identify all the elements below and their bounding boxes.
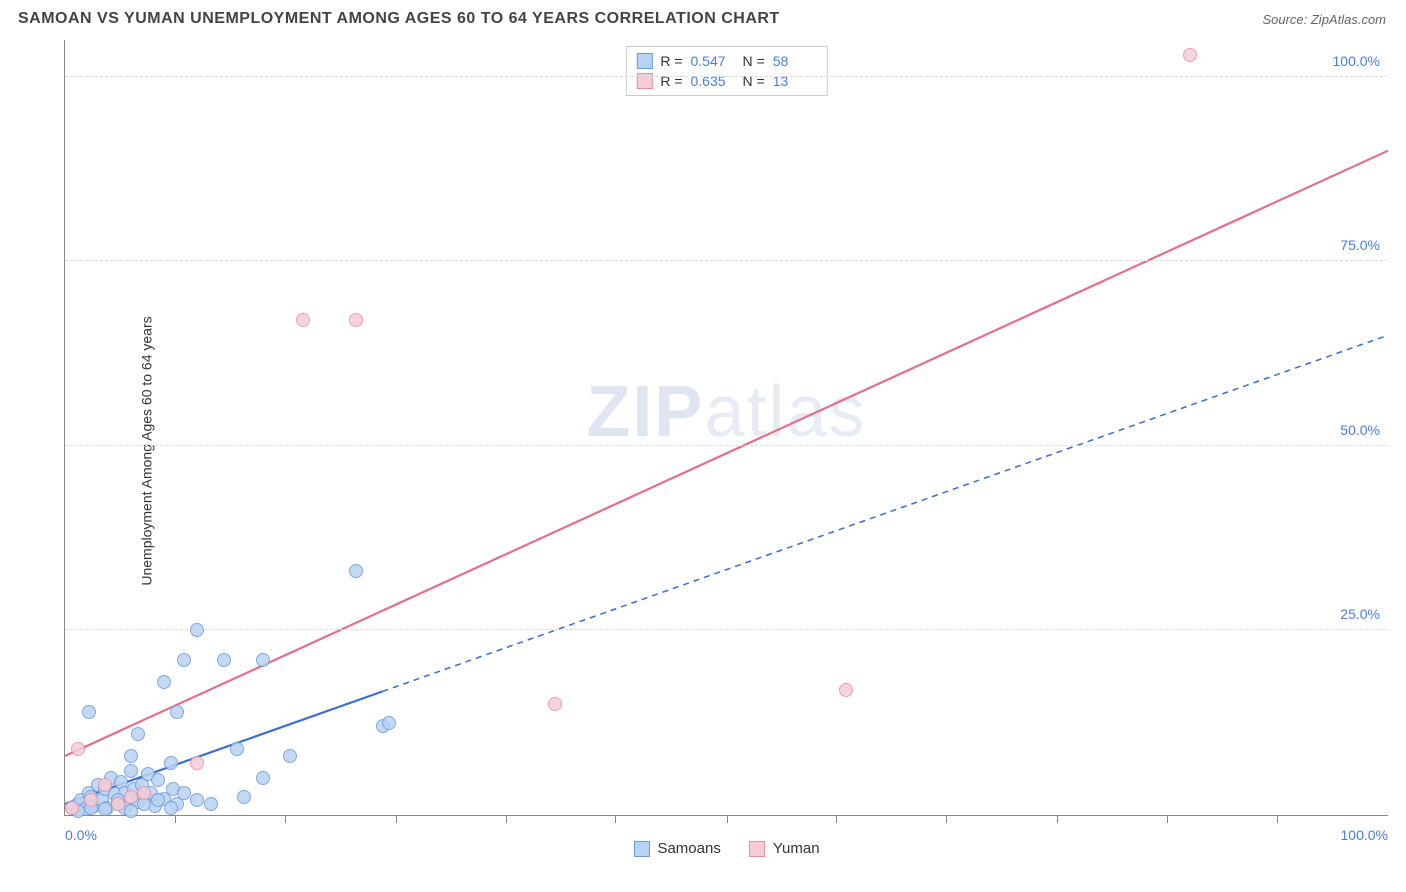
y-tick-label: 25.0% xyxy=(1340,606,1380,622)
stat-r-value: 0.547 xyxy=(691,53,735,69)
data-point xyxy=(256,653,270,667)
x-tick xyxy=(285,815,286,823)
data-point xyxy=(190,756,204,770)
data-point xyxy=(151,773,165,787)
data-point xyxy=(548,697,562,711)
x-tick xyxy=(615,815,616,823)
data-point xyxy=(204,797,218,811)
watermark-bold: ZIP xyxy=(586,372,704,452)
data-point xyxy=(170,705,184,719)
data-point xyxy=(256,771,270,785)
data-point xyxy=(65,801,79,815)
data-point xyxy=(124,790,138,804)
x-tick xyxy=(396,815,397,823)
data-point xyxy=(84,793,98,807)
x-tick xyxy=(1057,815,1058,823)
data-point xyxy=(177,786,191,800)
gridline xyxy=(65,445,1388,446)
data-point xyxy=(82,705,96,719)
legend-item: Samoans xyxy=(633,840,720,857)
y-tick-label: 75.0% xyxy=(1340,237,1380,253)
data-point xyxy=(98,802,112,816)
legend-swatch xyxy=(633,841,649,857)
data-point xyxy=(190,623,204,637)
gridline xyxy=(65,629,1388,630)
data-point xyxy=(131,727,145,741)
gridline xyxy=(65,260,1388,261)
legend-item: Yuman xyxy=(749,840,820,857)
y-tick-label: 50.0% xyxy=(1340,422,1380,438)
data-point xyxy=(164,801,178,815)
data-point xyxy=(349,313,363,327)
x-tick xyxy=(1167,815,1168,823)
data-point xyxy=(1183,48,1197,62)
legend-swatch xyxy=(636,53,652,69)
x-tick xyxy=(727,815,728,823)
stat-n-label: N = xyxy=(743,53,765,69)
trend-lines xyxy=(65,40,1388,815)
data-point xyxy=(111,797,125,811)
gridline xyxy=(65,76,1388,77)
stat-r-label: R = xyxy=(660,53,682,69)
stats-row: R = 0.547 N = 58 xyxy=(636,51,816,71)
data-point xyxy=(151,793,165,807)
x-tick xyxy=(175,815,176,823)
chart-area: Unemployment Among Ages 60 to 64 years Z… xyxy=(18,40,1388,862)
data-point xyxy=(98,778,112,792)
data-point xyxy=(164,756,178,770)
data-point xyxy=(382,716,396,730)
x-tick xyxy=(506,815,507,823)
data-point xyxy=(349,564,363,578)
data-point xyxy=(124,764,138,778)
x-tick xyxy=(836,815,837,823)
data-point xyxy=(71,742,85,756)
y-tick-label: 100.0% xyxy=(1333,53,1380,69)
data-point xyxy=(124,804,138,818)
watermark-light: atlas xyxy=(704,372,866,452)
x-tick xyxy=(1277,815,1278,823)
source-credit: Source: ZipAtlas.com xyxy=(1262,12,1386,27)
watermark: ZIPatlas xyxy=(586,371,866,453)
legend-label: Yuman xyxy=(773,840,820,857)
chart-title: SAMOAN VS YUMAN UNEMPLOYMENT AMONG AGES … xyxy=(18,10,780,28)
series-legend: Samoans Yuman xyxy=(633,840,819,857)
plot-region: ZIPatlas R =0.547N =58R =0.635N =13 0.0%… xyxy=(64,40,1388,816)
data-point xyxy=(237,790,251,804)
data-point xyxy=(217,653,231,667)
data-point xyxy=(296,313,310,327)
x-axis-max-label: 100.0% xyxy=(1341,827,1388,843)
x-tick xyxy=(946,815,947,823)
data-point xyxy=(137,786,151,800)
data-point xyxy=(124,749,138,763)
x-axis-min-label: 0.0% xyxy=(65,827,97,843)
data-point xyxy=(177,653,191,667)
stats-row: R =0.635N =13 xyxy=(636,71,816,91)
data-point xyxy=(230,742,244,756)
data-point xyxy=(157,675,171,689)
data-point xyxy=(190,793,204,807)
data-point xyxy=(283,749,297,763)
stat-n-value: 58 xyxy=(773,53,817,69)
legend-swatch xyxy=(749,841,765,857)
stats-legend-box: R = 0.547 N = 58 R =0.635N =13 xyxy=(625,46,827,96)
data-point xyxy=(839,683,853,697)
legend-label: Samoans xyxy=(657,840,720,857)
